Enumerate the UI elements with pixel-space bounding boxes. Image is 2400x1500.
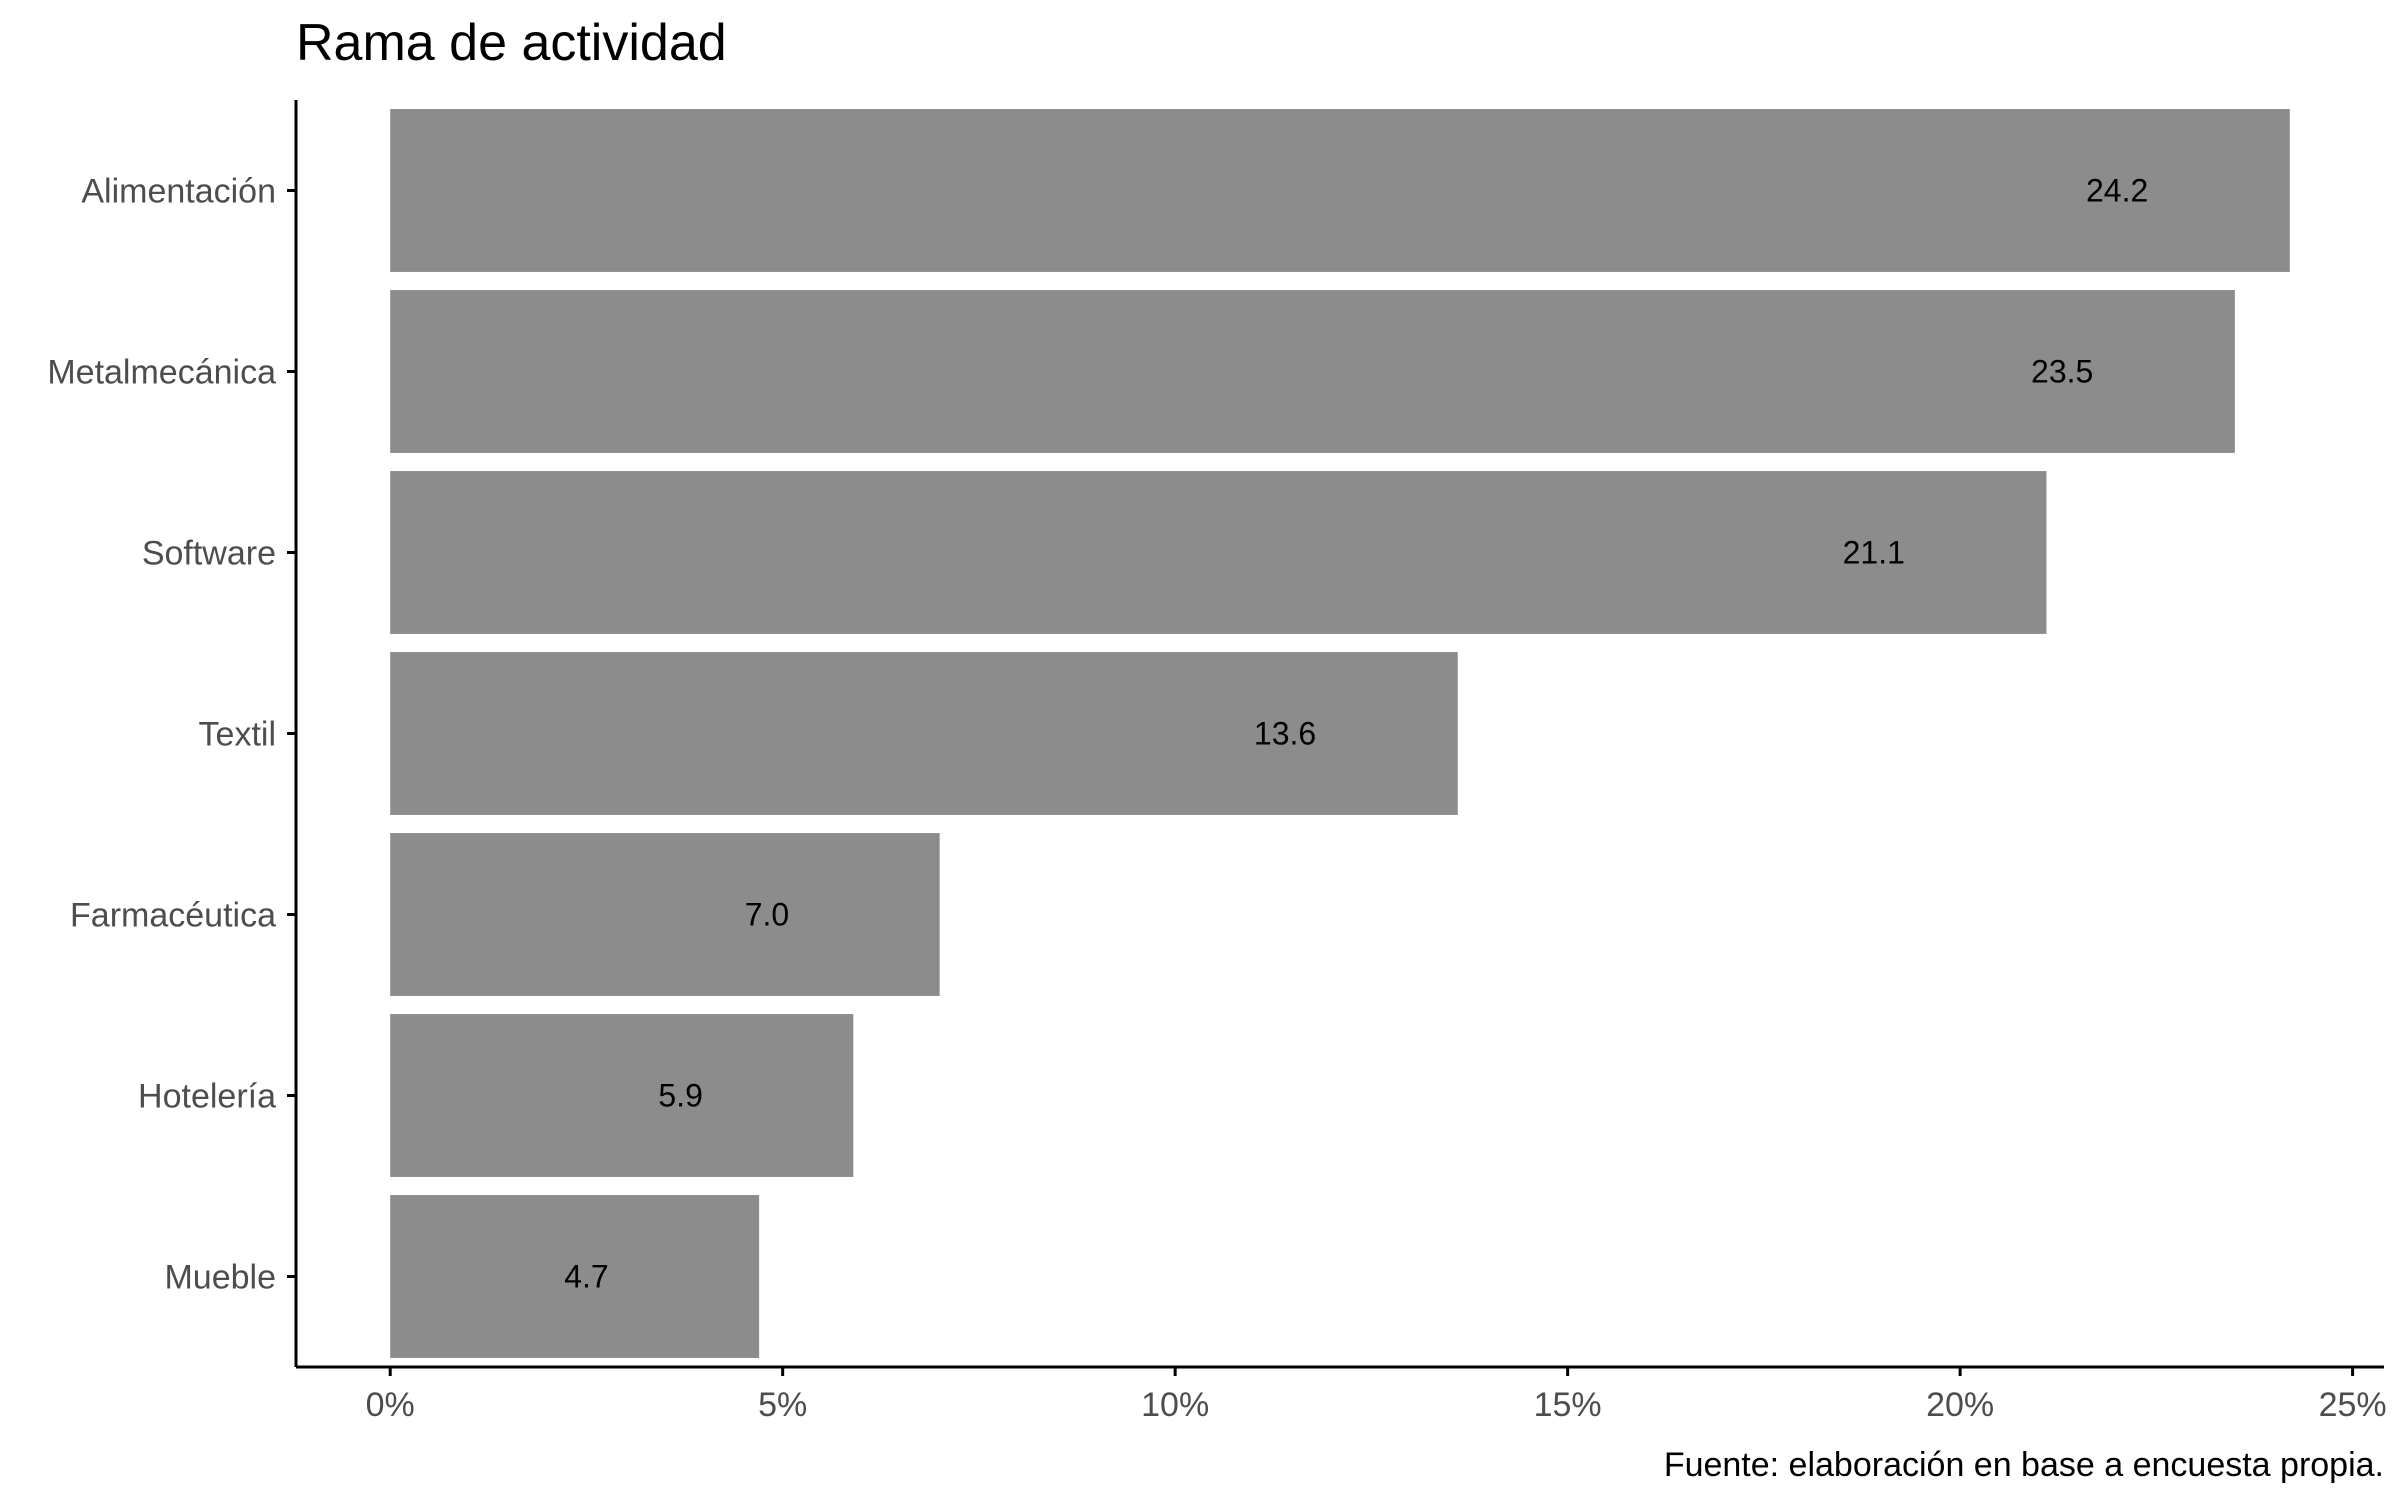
bar	[390, 1195, 760, 1358]
x-tick-label: 15%	[1534, 1386, 1602, 1424]
bar	[390, 109, 2290, 272]
x-tick-label: 0%	[366, 1386, 415, 1424]
y-tick-label: Textil	[199, 716, 276, 754]
bar-value-label: 7.0	[745, 897, 789, 933]
y-tick-label: Alimentación	[81, 173, 276, 211]
bar-value-label: 4.7	[564, 1259, 608, 1295]
x-tick-label: 10%	[1141, 1386, 1209, 1424]
bar	[390, 833, 940, 996]
y-axis: Alimentación Metalmecánica Software Textil F…	[47, 100, 298, 1367]
chart-caption: Fuente: elaboración en base a encuesta p…	[1664, 1446, 2384, 1484]
bar-value-label: 5.9	[658, 1078, 702, 1114]
x-axis: 0% 5% 10% 15% 20% 25%	[296, 1365, 2387, 1424]
data-labels-layer: 24.2 23.5 21.1 13.6 7.0 5.9 4.7	[564, 173, 2148, 1295]
y-tick-label: Software	[142, 535, 276, 573]
chart-title: Rama de actividad	[296, 14, 727, 72]
bar	[390, 652, 1458, 815]
bar-value-label: 24.2	[2086, 173, 2148, 209]
x-tick-label: 5%	[758, 1386, 807, 1424]
bar	[390, 1014, 854, 1177]
x-tick-label: 25%	[2319, 1386, 2387, 1424]
y-tick-label: Hotelería	[138, 1078, 276, 1116]
y-tick-label: Farmacéutica	[70, 897, 276, 935]
y-tick-label: Mueble	[164, 1259, 276, 1297]
bar-value-label: 23.5	[2031, 354, 2093, 390]
bar-value-label: 21.1	[1843, 535, 1905, 571]
bar	[390, 290, 2235, 453]
y-tick-label: Metalmecánica	[47, 354, 276, 392]
bars-layer	[390, 109, 2290, 1358]
x-tick-label: 20%	[1926, 1386, 1994, 1424]
bar-value-label: 13.6	[1254, 716, 1316, 752]
bar	[390, 471, 2047, 634]
